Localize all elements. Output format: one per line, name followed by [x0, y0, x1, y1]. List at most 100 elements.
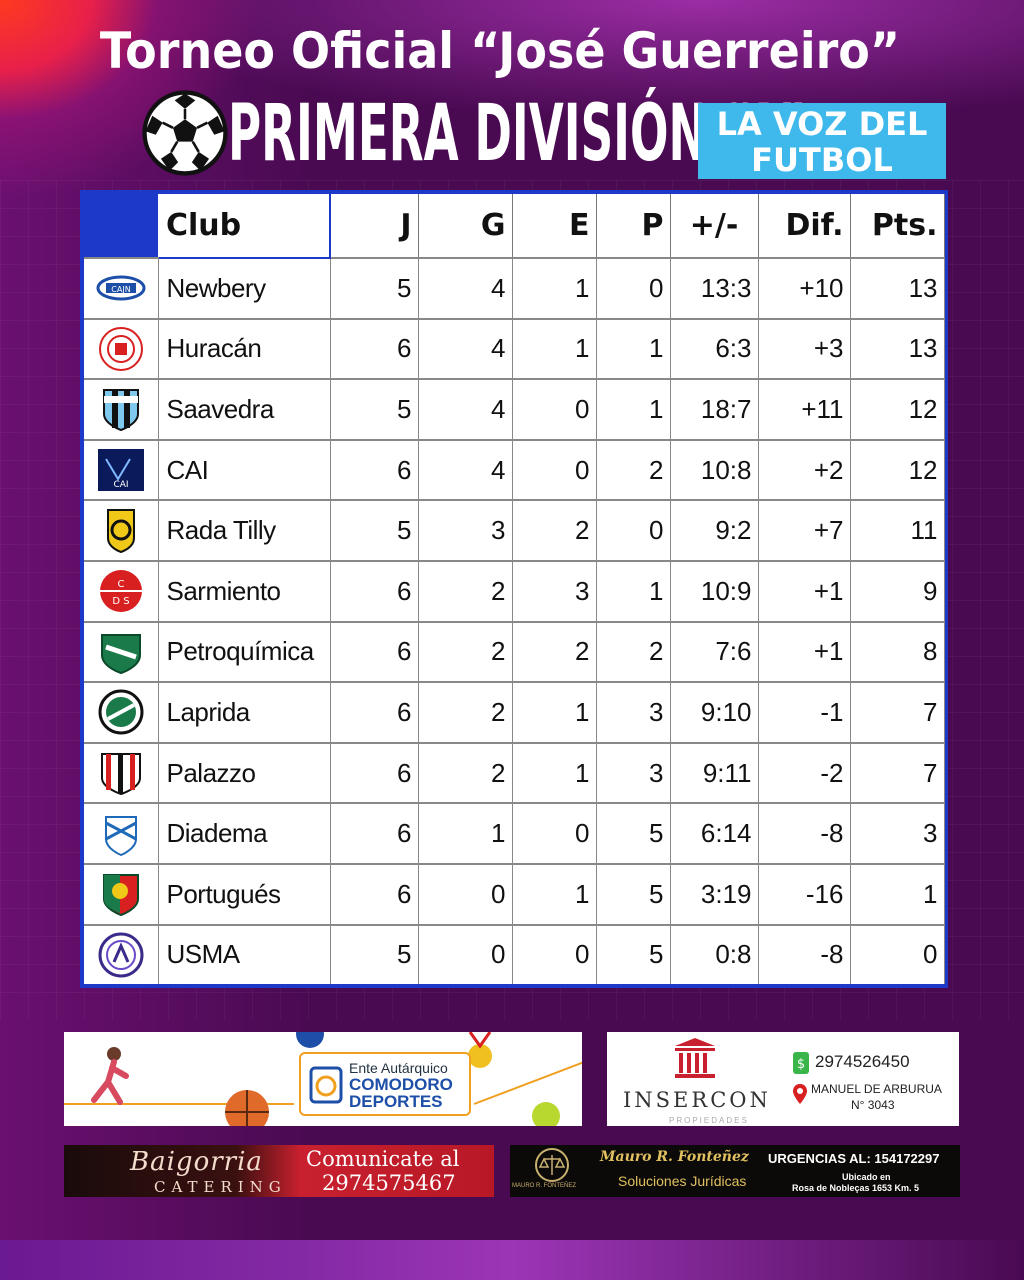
svg-text:$: $	[797, 1057, 805, 1072]
goals: 10:8	[670, 439, 759, 502]
won: 4	[418, 439, 513, 502]
laprida-crest-icon	[84, 682, 159, 744]
table-row: Petroquímica 6 2 2 2 7:6 +1 8	[84, 621, 945, 684]
drawn: 0	[512, 379, 597, 441]
baigorria-cta-phone: 2974575467	[322, 1171, 456, 1195]
points: 13	[850, 318, 945, 381]
background-bottom-glow	[0, 1240, 1024, 1280]
points: 1	[850, 863, 945, 926]
goal-difference: +3	[758, 318, 851, 381]
lost: 3	[596, 682, 671, 744]
table-row: C D S Sarmiento 6 2 3 1 10:9 +1 9	[84, 560, 945, 623]
column-header-goals: +/-	[670, 194, 759, 259]
drawn: 2	[512, 621, 597, 684]
won: 2	[418, 560, 513, 623]
sponsor-insercon[interactable]: INSERCON PROPIEDADES $ 2974526450 MANUEL…	[607, 1032, 959, 1126]
points: 0	[850, 924, 945, 984]
table-header-row: Club J G E P +/- Dif. Pts.	[84, 194, 945, 259]
rada-tilly-crest-icon	[84, 500, 159, 562]
won: 3	[418, 500, 513, 562]
goal-difference: +1	[758, 621, 851, 684]
deportes-line3-text: DEPORTES	[349, 1092, 443, 1111]
huracan-crest-icon	[84, 318, 159, 381]
club-name: Petroquímica	[158, 621, 331, 684]
usma-crest-icon	[84, 924, 159, 984]
goal-difference: -8	[758, 924, 851, 984]
lost: 5	[596, 803, 671, 865]
sponsor-mauro-fontenez[interactable]: MAURO R. FONTEÑEZ Mauro R. Fonteñez Solu…	[510, 1145, 960, 1197]
drawn: 1	[512, 258, 597, 320]
lost: 2	[596, 439, 671, 502]
club-name: Newbery	[158, 258, 331, 320]
scales-of-justice-icon	[535, 1148, 569, 1182]
column-header-played: J	[330, 194, 419, 259]
played: 6	[330, 318, 419, 381]
column-header-drawn: E	[512, 194, 597, 259]
points: 8	[850, 621, 945, 684]
club-name: Rada Tilly	[158, 500, 331, 562]
brand-badge: LA VOZ DEL FUTBOL	[698, 103, 946, 179]
sponsor-comodoro-deportes[interactable]: Ente Autárquico COMODORO DEPORTES	[64, 1032, 582, 1126]
deportes-line2: COMODORO DEPORTES	[349, 1076, 453, 1110]
club-name: Saavedra	[158, 379, 331, 441]
lost: 0	[596, 258, 671, 320]
won: 4	[418, 379, 513, 441]
club-name: Palazzo	[158, 742, 331, 805]
points: 12	[850, 379, 945, 441]
palazzo-crest-icon	[84, 742, 159, 805]
club-name: Sarmiento	[158, 560, 331, 623]
goals: 9:11	[670, 742, 759, 805]
goal-difference: -2	[758, 742, 851, 805]
sponsor-baigorria-catering[interactable]: Baigorria CATERING Comunicate al 2974575…	[64, 1145, 494, 1197]
column-header-lost: P	[596, 194, 671, 259]
table-row: CAI CAI 6 4 0 2 10:8 +2 12	[84, 439, 945, 502]
played: 6	[330, 621, 419, 684]
lost: 1	[596, 560, 671, 623]
insercon-phone: 2974526450	[815, 1052, 910, 1071]
newbery-crest-icon: CAJN	[84, 258, 159, 320]
lost: 0	[596, 500, 671, 562]
location-pin-icon	[793, 1084, 807, 1104]
goal-difference: +1	[758, 560, 851, 623]
drawn: 0	[512, 803, 597, 865]
played: 5	[330, 258, 419, 320]
club-name: Laprida	[158, 682, 331, 744]
goal-difference: -8	[758, 803, 851, 865]
points: 11	[850, 500, 945, 562]
lost: 1	[596, 379, 671, 441]
deportes-line2-text: COMODORO	[349, 1075, 453, 1094]
goals: 9:10	[670, 682, 759, 744]
baigorria-cta-line1: Comunicate al	[306, 1147, 460, 1171]
goals: 7:6	[670, 621, 759, 684]
played: 6	[330, 560, 419, 623]
sports-illustration	[64, 1032, 582, 1126]
building-icon	[675, 1038, 715, 1078]
table-row: Laprida 6 2 1 3 9:10 -1 7	[84, 682, 945, 744]
svg-text:CAJN: CAJN	[111, 285, 130, 294]
dollar-icon: $	[793, 1052, 809, 1074]
deportes-line1: Ente Autárquico	[349, 1060, 448, 1076]
deportes-logo-box: Ente Autárquico COMODORO DEPORTES	[299, 1052, 471, 1116]
brand-line2: FUTBOL	[751, 141, 893, 179]
mauro-sub: Soluciones Jurídicas	[618, 1173, 747, 1189]
drawn: 2	[512, 500, 597, 562]
points: 9	[850, 560, 945, 623]
crest-column-header	[84, 194, 158, 259]
svg-text:CAI: CAI	[113, 480, 128, 490]
goal-difference: +11	[758, 379, 851, 441]
goals: 10:9	[670, 560, 759, 623]
played: 6	[330, 803, 419, 865]
played: 6	[330, 863, 419, 926]
portugues-crest-icon	[84, 863, 159, 926]
table-row: Rada Tilly 5 3 2 0 9:2 +7 11	[84, 500, 945, 562]
baigorria-sub: CATERING	[154, 1178, 287, 1196]
drawn: 0	[512, 439, 597, 502]
played: 6	[330, 742, 419, 805]
won: 2	[418, 682, 513, 744]
goal-difference: +10	[758, 258, 851, 320]
drawn: 1	[512, 742, 597, 805]
saavedra-crest-icon	[84, 379, 159, 441]
drawn: 1	[512, 863, 597, 926]
points: 7	[850, 682, 945, 744]
won: 1	[418, 803, 513, 865]
